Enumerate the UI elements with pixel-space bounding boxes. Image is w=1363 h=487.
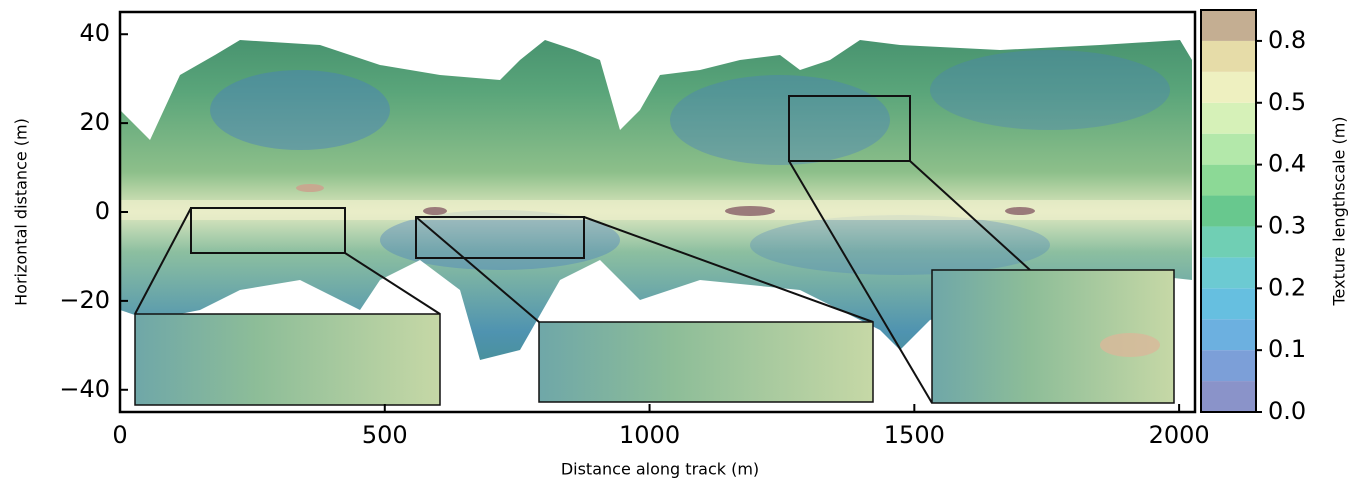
colorbar-band	[1201, 350, 1256, 382]
y-tick-label: 0	[95, 197, 110, 225]
colorbar-tick-label: 0.0	[1268, 397, 1306, 425]
insets	[134, 269, 1175, 406]
y-tick-label: −20	[59, 286, 110, 314]
y-tick-label: 20	[79, 108, 110, 136]
x-tick-label: 1500	[884, 421, 945, 449]
x-tick-label: 500	[362, 421, 408, 449]
x-tick-label: 2000	[1149, 421, 1210, 449]
colorbar-band	[1201, 102, 1256, 134]
colorbar-tick-label: 0.1	[1268, 335, 1306, 363]
colorbar-band	[1201, 195, 1256, 227]
colorbar-band	[1201, 164, 1256, 196]
colorbar-band	[1201, 133, 1256, 165]
zoom-boxes	[134, 95, 1031, 404]
colorbar-band	[1201, 40, 1256, 72]
colorbar-tick-label: 0.4	[1268, 150, 1306, 178]
colorbar-tick-label: 0.3	[1268, 211, 1306, 239]
colorbar-tick-label: 0.2	[1268, 273, 1306, 301]
colorbar-band	[1201, 71, 1256, 103]
colorbar-band	[1201, 288, 1256, 320]
colorbar-frame	[1200, 9, 1257, 413]
colorbar-tick-label: 0.8	[1268, 26, 1306, 54]
y-axis-label: Horizontal distance (m)	[12, 118, 31, 306]
y-tick-label: 40	[79, 19, 110, 47]
colorbar-band	[1201, 257, 1256, 289]
x-axis-label: Distance along track (m)	[561, 460, 759, 479]
x-tick-label: 1000	[619, 421, 680, 449]
x-tick-label: 0	[112, 421, 127, 449]
colorbar-tick-label: 0.5	[1268, 88, 1306, 116]
colorbar-label: Texture lengthscale (m)	[1330, 116, 1349, 306]
colorbar-band	[1201, 10, 1256, 41]
y-tick-label: −40	[59, 375, 110, 403]
colorbar-band	[1201, 319, 1256, 351]
colorbar-band	[1201, 381, 1256, 412]
colorbar-band	[1201, 226, 1256, 258]
